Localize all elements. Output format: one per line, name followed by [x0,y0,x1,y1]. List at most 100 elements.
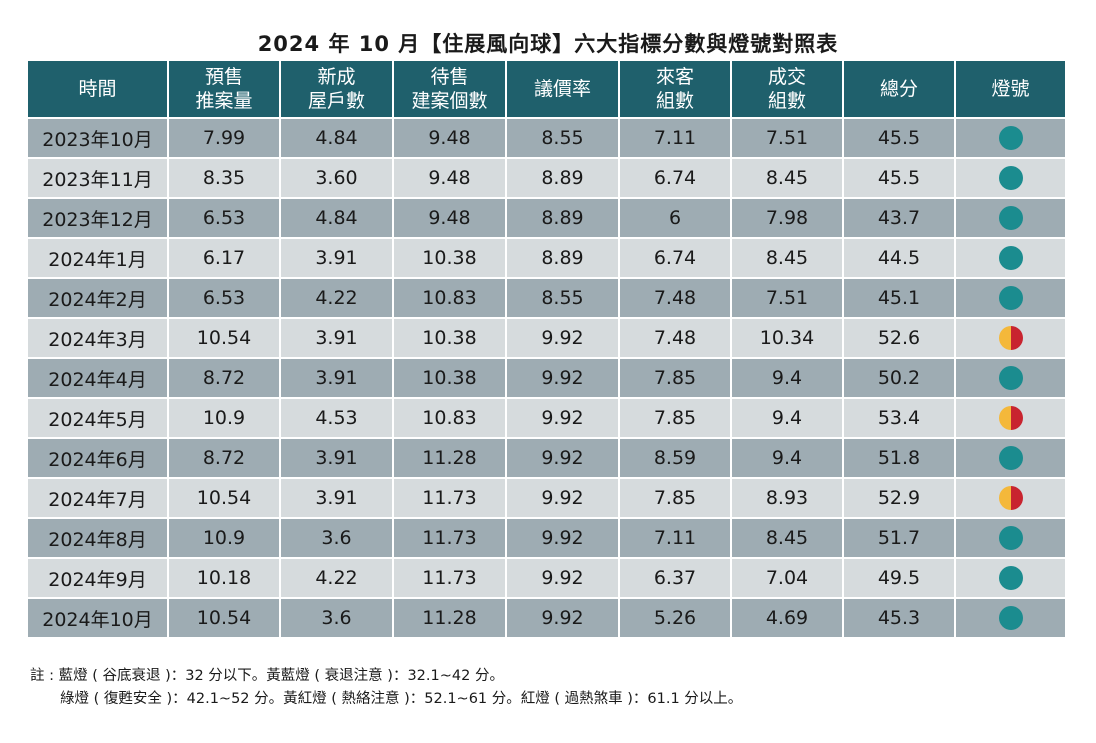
cell: 8.93 [730,477,844,519]
cell: 10.9 [167,517,281,559]
cell: 10.54 [167,477,281,519]
cell: 9.92 [505,477,620,519]
cell: 10.83 [392,397,507,439]
cell: 45.1 [842,277,956,319]
header-cell: 成交 組數 [730,59,844,119]
header-cell: 預售 推案量 [167,59,281,119]
light [998,206,1023,230]
cell: 8.45 [730,157,844,199]
cell: 52.6 [842,317,956,359]
row: 2023年11月 8.35 3.60 9.48 8.89 6.74 8.45 45.5 [26,157,1067,199]
row: 2024年9月 10.18 4.22 11.73 9.92 6.37 7.04 49.5 [26,557,1067,599]
header-text: 屋戶數 [307,90,365,112]
cell: 10.34 [730,317,844,359]
header-text: 新成 [317,66,356,88]
cell: 3.6 [279,517,394,559]
header-cell: 待售 建案個數 [392,59,507,119]
light [998,246,1023,270]
light-cell [954,397,1067,439]
cell: 9.92 [505,517,620,559]
light-cell [954,277,1067,319]
row: 2024年7月 10.54 3.91 11.73 9.92 7.85 8.93 52.9 [26,477,1067,519]
cell: 44.5 [842,237,956,279]
cell: 7.98 [730,197,844,239]
cell: 4.53 [279,397,394,439]
row: 2024年1月 6.17 3.91 10.38 8.89 6.74 8.45 44.5 [26,237,1067,279]
light [998,446,1023,470]
cell: 49.5 [842,557,956,599]
cell: 45.3 [842,597,956,639]
cell: 6 [618,197,732,239]
cell: 2023年12月 [26,197,169,239]
cell: 10.38 [392,317,507,359]
cell: 9.4 [730,437,844,479]
header-text: 來客 [655,66,694,88]
header-cell: 新成 屋戶數 [279,59,394,119]
light [998,366,1023,390]
cell: 43.7 [842,197,956,239]
cell: 11.28 [392,597,507,639]
cell: 11.73 [392,557,507,599]
row: 2024年5月 10.9 4.53 10.83 9.92 7.85 9.4 53.4 [26,397,1067,439]
cell: 7.48 [618,277,732,319]
light [998,406,1023,430]
cell: 11.73 [392,517,507,559]
cell: 9.4 [730,357,844,399]
header-cell: 來客 組數 [618,59,732,119]
cell: 3.91 [279,477,394,519]
header-cell: 總分 [842,59,956,119]
cell: 10.54 [167,317,281,359]
cell: 6.74 [618,237,732,279]
cell: 8.89 [505,237,620,279]
row: 2024年4月 8.72 3.91 10.38 9.92 7.85 9.4 50.2 [26,357,1067,399]
cell: 7.51 [730,277,844,319]
header-cell: 議價率 [505,59,620,119]
cell: 2024年5月 [26,397,169,439]
row: 2024年10月 10.54 3.6 11.28 9.92 5.26 4.69 45.3 [26,597,1067,639]
cell: 11.28 [392,437,507,479]
light [998,286,1023,310]
cell: 7.85 [618,477,732,519]
cell: 8.89 [505,157,620,199]
cell: 10.9 [167,397,281,439]
header-text: 總分 [879,78,918,100]
cell: 2024年8月 [26,517,169,559]
row: 2024年3月 10.54 3.91 10.38 9.92 7.48 10.34 52.6 [26,317,1067,359]
header-text: 推案量 [195,90,253,112]
header-text: 組數 [767,90,806,112]
cell: 9.48 [392,197,507,239]
cell: 10.38 [392,357,507,399]
cell: 2024年1月 [26,237,169,279]
cell: 9.48 [392,157,507,199]
cell: 7.99 [167,117,281,159]
light-cell [954,597,1067,639]
cell: 51.7 [842,517,956,559]
cell: 45.5 [842,117,956,159]
cell: 9.92 [505,357,620,399]
cell: 2024年10月 [26,597,169,639]
light-cell [954,557,1067,599]
cell: 8.45 [730,517,844,559]
score-table: 時間 預售 推案量 新成 屋戶數 待售 建案個數 議價率 來客 組數 成交 組數 總分 燈號 2023年1… [26,59,1067,639]
cell: 6.53 [167,197,281,239]
light-cell [954,317,1067,359]
cell: 3.91 [279,317,394,359]
note: 綠燈 ( 復甦安全 )：42.1~52 分。黃紅燈 ( 熱絡注意 )：52.1~… [60,691,743,707]
light [998,526,1023,550]
cell: 9.92 [505,397,620,439]
cell: 3.91 [279,437,394,479]
cell: 50.2 [842,357,956,399]
cell: 6.74 [618,157,732,199]
light [998,606,1023,630]
light [998,486,1023,510]
cell: 4.84 [279,197,394,239]
light-cell [954,117,1067,159]
header-cell: 燈號 [954,59,1067,119]
header-text: 時間 [78,78,117,100]
cell: 11.73 [392,477,507,519]
cell: 3.60 [279,157,394,199]
cell: 9.92 [505,437,620,479]
cell: 9.48 [392,117,507,159]
cell: 2024年2月 [26,277,169,319]
